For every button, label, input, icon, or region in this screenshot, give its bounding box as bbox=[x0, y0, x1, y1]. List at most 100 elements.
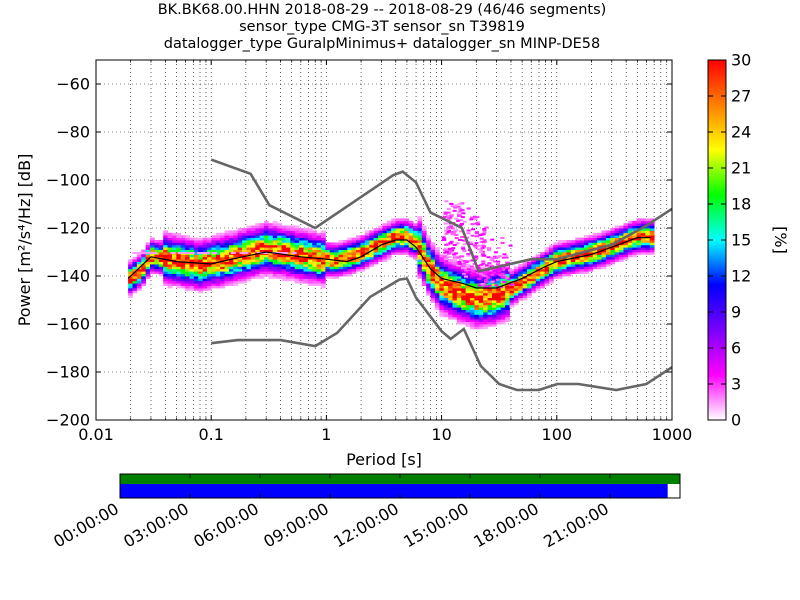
heatmap-cell bbox=[408, 240, 414, 243]
heatmap-cell bbox=[426, 249, 431, 253]
heatmap-cell bbox=[128, 268, 133, 272]
heatmap-cell bbox=[430, 252, 436, 255]
heatmap-cell bbox=[404, 232, 410, 236]
heatmap-cell bbox=[176, 278, 182, 282]
heatmap-cell bbox=[329, 271, 335, 274]
heatmap-cell bbox=[456, 288, 462, 291]
heatmap-cell bbox=[504, 255, 509, 258]
heatmap-cell bbox=[233, 280, 239, 284]
heatmap-cell bbox=[487, 321, 493, 325]
heatmap-cell bbox=[470, 223, 475, 226]
heatmap-cell bbox=[185, 285, 190, 289]
heatmap-cell bbox=[452, 316, 458, 320]
heatmap-cell bbox=[150, 266, 155, 270]
heatmap-cell bbox=[307, 283, 313, 286]
heatmap-cell bbox=[150, 242, 155, 246]
heatmap-cell bbox=[619, 235, 624, 238]
heatmap-cell bbox=[588, 261, 594, 265]
heatmap-cell bbox=[285, 264, 291, 267]
heatmap-cell bbox=[373, 256, 379, 260]
heatmap-cell bbox=[136, 252, 142, 254]
heatmap-cell bbox=[185, 240, 190, 243]
heatmap-cell bbox=[614, 230, 620, 234]
heatmap-cell bbox=[373, 235, 379, 238]
heatmap-cell bbox=[641, 237, 646, 241]
heatmap-cell bbox=[482, 254, 487, 257]
heatmap-cell bbox=[562, 252, 567, 255]
heatmap-cell bbox=[242, 240, 247, 243]
heatmap-cell bbox=[364, 230, 370, 234]
heatmap-cell bbox=[421, 230, 427, 234]
heatmap-cell bbox=[237, 242, 243, 246]
heatmap-cell bbox=[505, 309, 510, 313]
heatmap-cell bbox=[272, 266, 278, 270]
heatmap-cell bbox=[233, 232, 239, 236]
heatmap-cell bbox=[477, 277, 482, 280]
heatmap-cell bbox=[478, 302, 484, 306]
heatmap-cell bbox=[627, 225, 633, 229]
heatmap-cell bbox=[491, 307, 497, 310]
heatmap-cell bbox=[605, 237, 611, 241]
heatmap-cell bbox=[597, 259, 602, 262]
heatmap-cell bbox=[268, 261, 274, 265]
heatmap-cell bbox=[171, 256, 177, 260]
heatmap-cell bbox=[562, 273, 567, 277]
heatmap-cell bbox=[237, 240, 243, 243]
heatmap-cell bbox=[649, 228, 655, 231]
heatmap-cell bbox=[272, 223, 278, 226]
heatmap-cell bbox=[464, 275, 469, 278]
heatmap-cell bbox=[132, 280, 138, 284]
heatmap-cell bbox=[505, 283, 510, 286]
heatmap-cell bbox=[325, 266, 331, 270]
heatmap-cell bbox=[395, 218, 401, 222]
heatmap-cell bbox=[246, 244, 252, 248]
heatmap-cell bbox=[417, 235, 423, 238]
heatmap-cell bbox=[202, 247, 208, 250]
heatmap-cell bbox=[553, 247, 559, 250]
heatmap-cell bbox=[513, 288, 519, 291]
heatmap-cell bbox=[575, 242, 581, 246]
heatmap-cell bbox=[470, 290, 475, 294]
heatmap-cell bbox=[316, 249, 322, 253]
heatmap-cell bbox=[281, 254, 287, 258]
heatmap-cell bbox=[136, 276, 142, 279]
heatmap-cell bbox=[505, 297, 510, 301]
heatmap-cell bbox=[167, 237, 173, 241]
heatmap-cell bbox=[193, 273, 199, 277]
heatmap-cell bbox=[320, 256, 326, 260]
heatmap-cell bbox=[237, 235, 243, 238]
heatmap-cell bbox=[483, 292, 488, 296]
heatmap-cell bbox=[487, 314, 493, 318]
heatmap-cell bbox=[474, 300, 480, 303]
heatmap-cell bbox=[329, 249, 335, 253]
heatmap-cell bbox=[281, 232, 287, 236]
heatmap-cell bbox=[220, 247, 225, 250]
heatmap-cell bbox=[413, 225, 418, 229]
heatmap-cell bbox=[430, 278, 436, 282]
heatmap-cell bbox=[145, 244, 151, 248]
heatmap-cell bbox=[312, 276, 318, 279]
heatmap-cell bbox=[623, 252, 629, 255]
heatmap-cell bbox=[452, 259, 458, 262]
heatmap-cell bbox=[548, 259, 554, 262]
heatmap-cell bbox=[281, 266, 287, 270]
heatmap-cell bbox=[237, 256, 243, 260]
heatmap-cell bbox=[439, 261, 445, 265]
heatmap-cell bbox=[189, 249, 195, 253]
heatmap-cell bbox=[259, 232, 265, 236]
heatmap-cell bbox=[364, 247, 370, 250]
heatmap-cell bbox=[356, 240, 361, 243]
heatmap-cell bbox=[189, 283, 195, 286]
heatmap-cell bbox=[347, 268, 353, 272]
heatmap-cell bbox=[312, 264, 318, 267]
heatmap-cell bbox=[237, 268, 243, 272]
heatmap-cell bbox=[360, 266, 366, 270]
heatmap-cell bbox=[171, 283, 177, 286]
heatmap-cell bbox=[183, 252, 189, 254]
heatmap-cell bbox=[200, 252, 206, 254]
heatmap-cell bbox=[575, 259, 581, 262]
heatmap-cell bbox=[557, 264, 563, 267]
heatmap-cell bbox=[320, 242, 326, 246]
heatmap-cell bbox=[242, 259, 247, 262]
heatmap-cell bbox=[150, 271, 155, 274]
